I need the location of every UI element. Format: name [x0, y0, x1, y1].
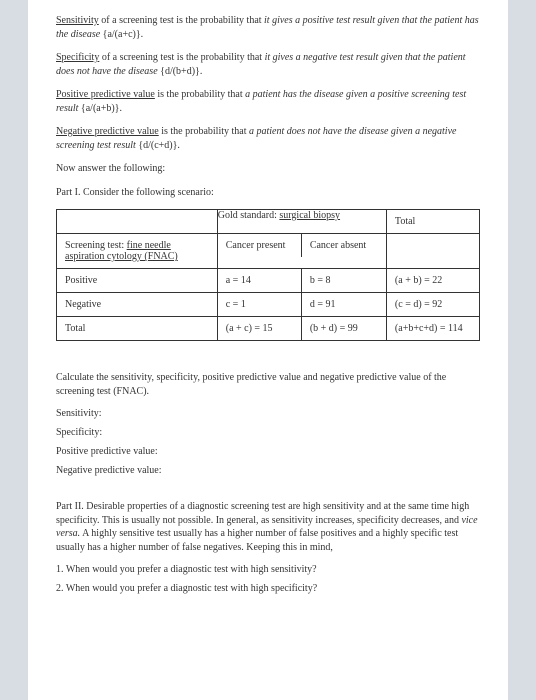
term-specificity: Specificity	[56, 52, 99, 63]
table-row: Screening test: fine needle aspiration c…	[57, 234, 480, 269]
answer-sensitivity: Sensitivity:	[56, 408, 480, 419]
calc-prompt: Calculate the sensitivity, specificity, …	[56, 371, 480, 398]
contingency-table: Gold standard: surgical biopsy Total Scr…	[56, 209, 480, 341]
cell-grand-total: (a+b+c+d) = 114	[386, 317, 479, 341]
gold-standard-test: surgical biopsy	[279, 210, 340, 221]
definition-sensitivity: Sensitivity of a screening test is the p…	[56, 14, 480, 41]
table-row: Total (a + c) = 15(b + d) = 99 (a+b+c+d)…	[57, 317, 480, 341]
header-cancer-absent: Cancer absent	[302, 234, 384, 257]
instruction-answer: Now answer the following:	[56, 162, 480, 176]
definition-ppv: Positive predictive value is the probabi…	[56, 88, 480, 115]
part2-q2: 2. When would you prefer a diagnostic te…	[56, 583, 480, 594]
cell-c: c = 1	[218, 293, 302, 316]
document-page: Sensitivity of a screening test is the p…	[28, 0, 508, 700]
definition-specificity: Specificity of a screening test is the p…	[56, 51, 480, 78]
cell-ac-sum: (a + c) = 15	[218, 317, 302, 340]
cell-bd-sum: (b + d) = 99	[302, 317, 384, 340]
header-cancer-present: Cancer present	[218, 234, 302, 257]
table-row: Gold standard: surgical biopsy Total	[57, 210, 480, 234]
row-positive-label: Positive	[57, 269, 218, 293]
definition-npv: Negative predictive value is the probabi…	[56, 125, 480, 152]
row-total-label: Total	[57, 317, 218, 341]
part2-intro: Part II. Desirable properties of a diagn…	[56, 500, 480, 554]
cell-ab-sum: (a + b) = 22	[386, 269, 479, 293]
screening-test-label: Screening test:	[65, 240, 127, 251]
cell-b: b = 8	[302, 269, 384, 292]
answer-ppv: Positive predictive value:	[56, 446, 480, 457]
term-ppv: Positive predictive value	[56, 89, 155, 100]
gold-standard-label: Gold standard:	[218, 210, 280, 221]
answer-specificity: Specificity:	[56, 427, 480, 438]
cell-a: a = 14	[218, 269, 302, 292]
part2-q1: 1. When would you prefer a diagnostic te…	[56, 564, 480, 575]
instruction-part1: Part I. Consider the following scenario:	[56, 186, 480, 200]
cell-cd-sum: (c = d) = 92	[386, 293, 479, 317]
term-npv: Negative predictive value	[56, 126, 159, 137]
header-total: Total	[386, 210, 479, 234]
cell-d: d = 91	[302, 293, 384, 316]
row-negative-label: Negative	[57, 293, 218, 317]
term-sensitivity: Sensitivity	[56, 15, 99, 26]
table-row: Negative c = 1d = 91 (c = d) = 92	[57, 293, 480, 317]
answer-npv: Negative predictive value:	[56, 465, 480, 476]
table-row: Positive a = 14b = 8 (a + b) = 22	[57, 269, 480, 293]
